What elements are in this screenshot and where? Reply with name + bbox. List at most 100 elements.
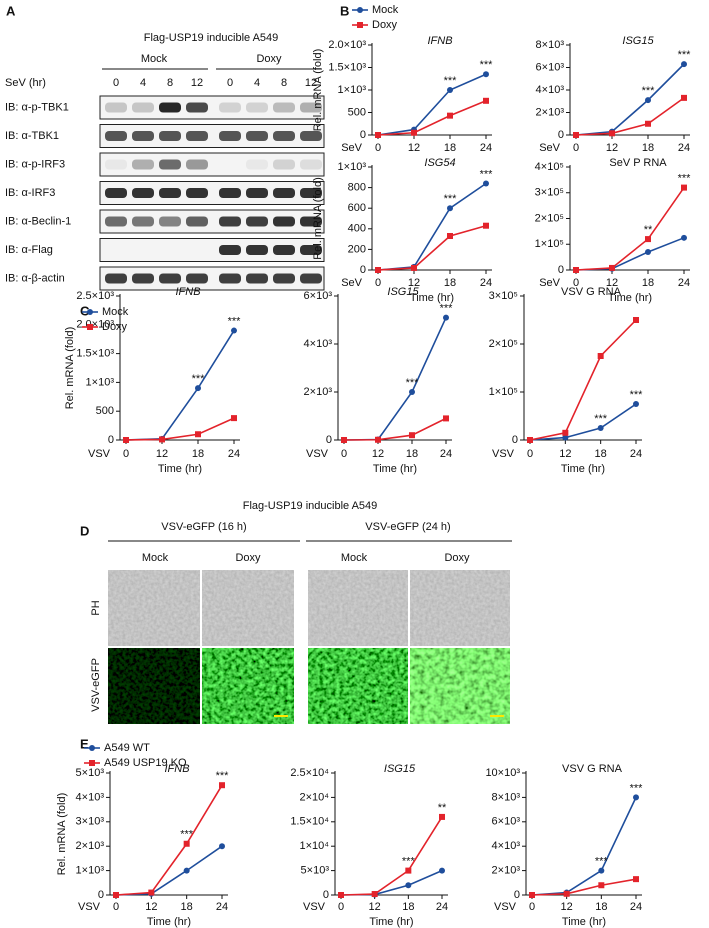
y-tick-label: 3×10³	[76, 816, 105, 828]
x-tick-label: 24	[480, 142, 492, 154]
x-tick-label: 12	[559, 448, 571, 460]
y-tick-label: 1×10⁵	[535, 238, 564, 250]
marker	[409, 432, 415, 439]
y-tick-label: 3×10⁵	[535, 187, 564, 199]
y-tick-label: 1.5×10⁴	[290, 816, 329, 828]
micro-row: PH	[90, 600, 102, 615]
x-tick-label: 12	[156, 448, 168, 460]
band	[105, 216, 127, 227]
micro-group: VSV-eGFP (24 h)	[365, 521, 450, 533]
band	[273, 159, 295, 170]
marker	[338, 892, 344, 898]
marker	[219, 782, 225, 789]
legend-label: Doxy	[102, 321, 128, 333]
micro-column: Doxy	[235, 552, 261, 564]
x-tick-label: 0	[527, 448, 533, 460]
marker	[443, 415, 449, 422]
lane-label: 8	[167, 77, 173, 89]
y-tick-label: 0	[360, 129, 366, 141]
y-tick-label: 8×10³	[536, 39, 565, 51]
band	[105, 273, 127, 284]
micro-group: VSV-eGFP (16 h)	[161, 521, 246, 533]
legend-label: A549 WT	[104, 742, 150, 754]
y-tick-label: 500	[96, 405, 114, 417]
marker	[633, 401, 639, 407]
band	[273, 188, 295, 198]
y-axis-label: Rel. mRNA (fold)	[312, 49, 324, 132]
significance: ***	[402, 856, 416, 868]
marker	[597, 353, 604, 359]
x-tick-label: 24	[678, 277, 690, 289]
x-start-label: VSV	[306, 448, 329, 460]
marker	[529, 892, 535, 898]
band	[219, 131, 241, 141]
legend-marker	[357, 22, 363, 28]
series-line	[340, 816, 443, 896]
band	[300, 102, 322, 113]
significance: ***	[406, 377, 420, 389]
marker	[375, 132, 381, 138]
y-tick-label: 1.5×10³	[76, 348, 114, 360]
marker	[609, 264, 615, 271]
band	[219, 188, 241, 198]
series-line	[531, 797, 637, 896]
y-tick-label: 0	[512, 434, 518, 446]
x-tick-label: 18	[181, 901, 193, 913]
x-tick-label: 18	[444, 142, 456, 154]
marker	[447, 87, 453, 93]
y-tick-label: 2×10⁵	[535, 212, 564, 224]
ph-image	[108, 570, 200, 646]
ph-image	[202, 570, 294, 646]
band	[300, 131, 322, 141]
marker	[645, 236, 651, 243]
marker	[633, 876, 639, 883]
marker	[148, 889, 155, 896]
micro-title: Flag-USP19 inducible A549	[243, 500, 378, 512]
x-tick-label: 18	[402, 901, 414, 913]
y-tick-label: 200	[348, 243, 366, 255]
x-tick-label: 12	[369, 901, 381, 913]
y-tick-label: 2×10³	[304, 386, 333, 398]
band	[159, 159, 181, 170]
series-line	[343, 417, 447, 441]
marker	[633, 317, 639, 323]
significance: ***	[678, 173, 692, 185]
x-tick-label: 12	[561, 901, 573, 913]
micro-row: VSV-eGFP	[90, 658, 102, 712]
y-tick-label: 1×10⁵	[489, 386, 518, 398]
series-line	[115, 845, 223, 896]
x-tick-label: 12	[606, 277, 618, 289]
marker	[405, 867, 412, 874]
legend-label: A549 USP19 KO	[104, 757, 187, 769]
significance: ***	[216, 770, 230, 782]
x-tick-label: 0	[113, 901, 119, 913]
marker	[598, 867, 605, 874]
series-line	[377, 182, 487, 271]
significance: ***	[595, 856, 609, 868]
gfp-image	[202, 648, 294, 724]
blot-strip	[99, 181, 325, 205]
y-tick-label: 4×10³	[492, 840, 521, 852]
significance: ***	[192, 373, 206, 385]
y-tick-label: 10×10³	[485, 767, 520, 779]
band	[300, 216, 322, 227]
panel-label: D	[80, 523, 89, 538]
micro-column: Doxy	[444, 552, 470, 564]
gfp-image	[308, 648, 408, 724]
band	[219, 245, 241, 255]
blot-row-label: IB: α-Flag	[5, 244, 53, 256]
chart-title: VSV G RNA	[562, 763, 623, 775]
marker	[439, 813, 445, 820]
marker	[123, 437, 129, 443]
band	[273, 131, 295, 141]
significance: ***	[630, 782, 644, 794]
marker	[447, 233, 453, 240]
y-tick-label: 1.5×10³	[328, 61, 366, 73]
marker	[183, 840, 190, 847]
legend-label: Mock	[372, 4, 399, 16]
marker	[375, 267, 381, 273]
blot-strip	[99, 238, 325, 262]
y-tick-label: 6×10³	[492, 816, 521, 828]
y-tick-label: 1×10³	[338, 84, 367, 96]
series-line	[115, 784, 223, 896]
